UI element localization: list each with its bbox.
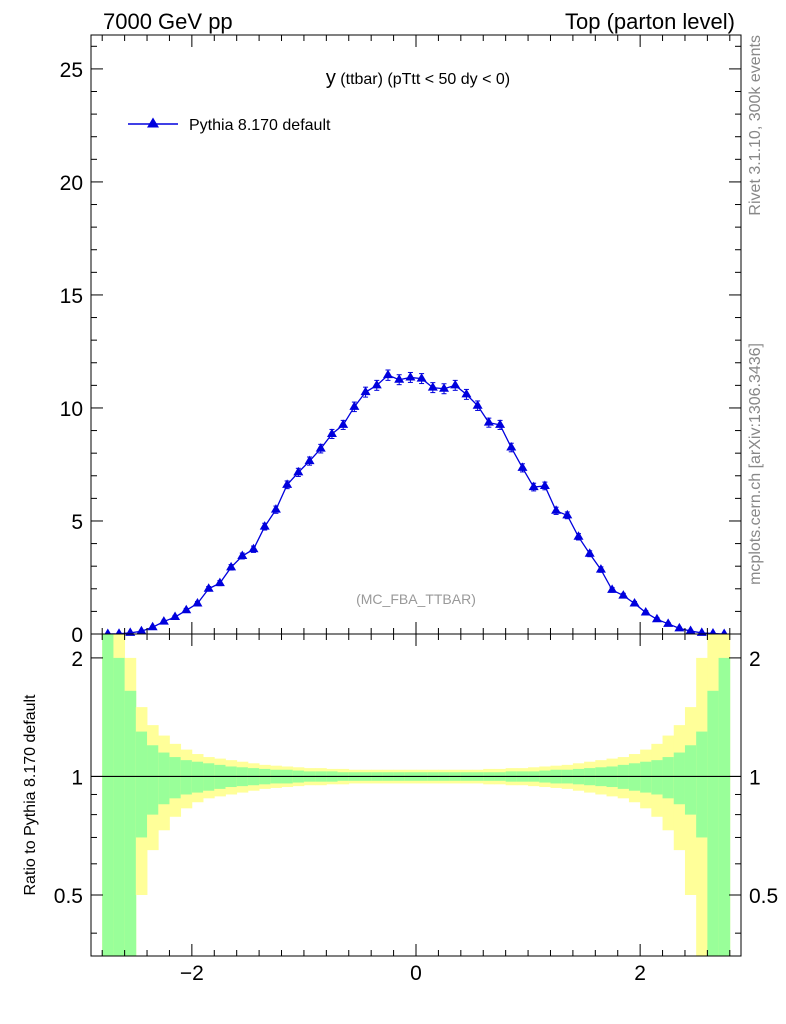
legend-marker [147,117,159,128]
data-point [170,611,181,621]
data-point [282,479,293,488]
data-point [595,564,606,573]
data-point [382,369,393,379]
ratio-ylabel: Ratio to Pythia 8.170 default [22,694,39,896]
data-point [427,382,438,391]
band-inner [180,760,193,795]
data-point [158,616,169,625]
data-point [248,543,259,553]
band-inner [640,761,652,793]
data-point [270,504,281,513]
data-point [416,373,427,382]
data-point [181,604,192,614]
y-tick-label: 0 [71,624,83,647]
ratio-y-tick-label: 0.5 [54,885,83,908]
band-inner [124,690,137,956]
ratio-y-tick-label: 2 [71,648,83,671]
band-inner [684,745,697,815]
ratio-y-tick-label: 1 [71,766,83,789]
band-inner [718,657,731,956]
data-point [394,374,405,383]
data-point [371,379,382,389]
ratio-y-tick-label: 1 [749,766,761,789]
data-point [259,521,270,530]
data-point [651,613,662,623]
band-inner [707,690,719,956]
data-point [136,625,147,635]
data-point [405,371,416,381]
x-tick-label: 2 [634,962,646,985]
data-point [349,401,360,410]
data-point [607,584,618,593]
data-point [338,419,349,428]
band-inner [191,761,204,793]
data-point [584,548,595,557]
data-point [495,419,506,428]
band-inner [651,760,663,795]
data-point [326,428,337,437]
watermark: (MC_FBA_TTBAR) [356,591,476,607]
data-point [226,561,237,571]
band-inner [102,634,114,956]
data-point [573,531,584,540]
data-point [304,455,315,465]
y-tick-label: 25 [60,59,83,82]
data-point [562,509,573,519]
ratio-panel: 0.5 0.5 1 1 2 2 −2 0 2 Ratio to Pythia 8.170 def… [22,633,778,985]
data-point [506,442,517,451]
header-right: Top (parton level) [565,9,735,34]
data-point [192,597,203,607]
ratio-y-tick-label: 2 [749,648,761,671]
header-left: 7000 GeV pp [103,9,233,34]
band-inner [169,757,182,799]
x-tick-label: −2 [180,962,204,985]
band-inner [673,752,686,805]
data-point [360,386,371,396]
data-point [629,597,640,607]
y-tick-label: 20 [60,172,83,195]
legend-label: Pythia 8.170 default [189,117,331,134]
ratio-y-tick-label: 0.5 [749,885,778,908]
data-point [551,505,562,514]
data-point [214,577,225,587]
plot-title-rest: (ttbar) (pTtt < 50 dy < 0) [336,71,510,88]
band-inner [662,757,675,799]
rivet-label: Rivet 3.1.10, 300k events [747,35,764,216]
data-point [125,627,136,636]
data-point [315,443,326,452]
data-point [237,550,248,560]
data-point [517,462,528,471]
y-tick-label: 10 [60,398,83,421]
data-point [696,627,707,636]
band-inner [147,745,159,815]
band-inner [113,657,126,956]
data-point [674,622,685,632]
data-point [203,583,214,592]
data-point [618,590,629,599]
data-point [461,388,472,398]
x-tick-label: 0 [410,962,422,985]
plot-title-main: y [326,67,336,89]
legend: Pythia 8.170 default [128,117,331,134]
mcplots-label: mcplots.cern.ch [arXiv:1306.3436] [747,343,764,585]
data-point [685,625,696,635]
band-inner [135,731,148,838]
data-point [528,481,539,491]
y-tick-label: 15 [60,285,83,308]
data-point [450,379,461,389]
data-point [663,618,674,627]
data-point [439,383,450,392]
data-point [147,621,158,631]
data-point [640,607,651,616]
y-tick-label: 5 [71,511,83,534]
data-point [483,417,494,426]
data-point [539,480,550,489]
plot-title: y (ttbar) (pTtt < 50 dy < 0) [326,67,510,89]
band-inner [158,752,170,805]
band-inner [696,731,708,838]
data-point [472,400,483,409]
data-point [293,466,304,476]
